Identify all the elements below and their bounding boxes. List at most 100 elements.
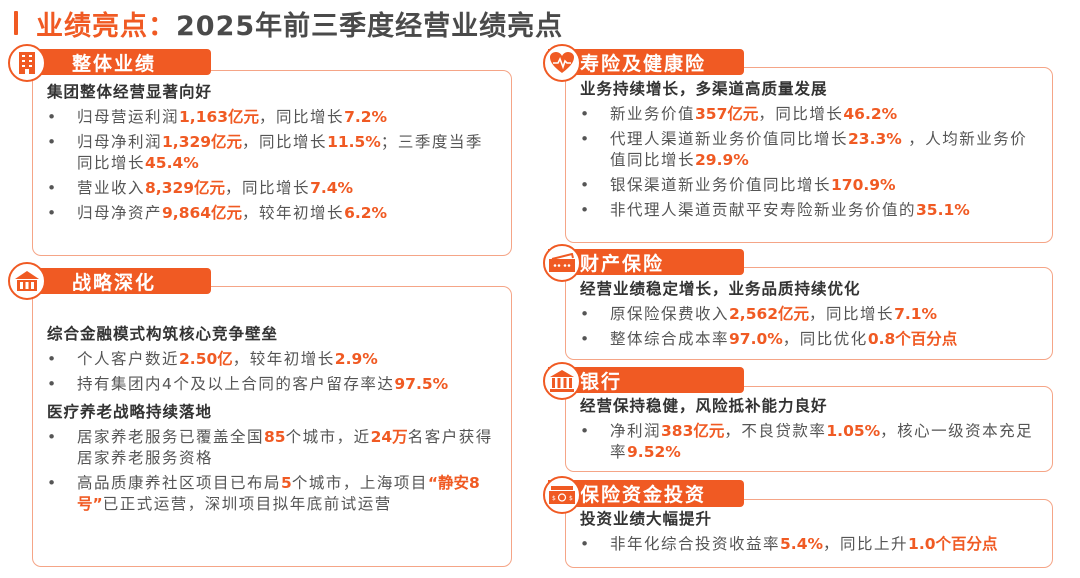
highlight-value: 29.9% — [695, 151, 749, 169]
building-icon — [8, 44, 46, 82]
highlight-value: “静安8号” — [77, 474, 480, 513]
panel-subtitle: 经营业绩稳定增长，业务品质持续优化 — [580, 280, 861, 298]
panel-subtitle: 综合金融模式构筑核心竞争壁垒 — [47, 325, 279, 343]
bank-icon — [543, 362, 581, 400]
bullet-list: 净利润383亿元，不良贷款率1.05%，核心一级资本充足率9.52% — [580, 421, 1038, 463]
bullet-list: 原保险保费收入2,562亿元，同比增长7.1% 整体综合成本率97.0%，同比优化… — [580, 304, 1038, 350]
strategy-header: 战略深化 — [40, 268, 211, 294]
panel-subtitle: 投资业绩大幅提升 — [580, 510, 713, 528]
bullet-item: 归母净资产9,864亿元，较年初增长6.2% — [47, 203, 497, 224]
highlight-value: 5 — [281, 474, 292, 492]
page-title: 业绩亮点： 2025年前三季度经营业绩亮点 — [14, 6, 564, 42]
bullet-text: 居家养老服务已覆盖全国 — [77, 428, 265, 446]
bullet-text: 银保渠道新业务价值同比增长 — [610, 176, 832, 194]
money-stack-icon: $ $ — [543, 476, 581, 514]
bullet-item: 非年化综合投资收益率5.4%，同比上升1.0个百分点 — [580, 534, 1038, 555]
house-icon — [8, 262, 46, 300]
bullet-item: 个人客户数近2.50亿，较年初增长2.9% — [47, 349, 497, 370]
bullet-text: 非年化综合投资收益率 — [610, 535, 781, 553]
bullet-text: 名客户获得居家养老服务资格 — [77, 428, 493, 467]
bullet-text: ，同比增长 — [259, 108, 345, 126]
bullet-text: ，同比上升 — [823, 535, 909, 553]
bullet-text: ，同比增长 — [225, 179, 311, 197]
bullet-item: 非代理人渠道贡献平安寿险新业务价值的35.1% — [580, 200, 1038, 221]
bullet-text: 净利润 — [610, 422, 662, 440]
svg-text:$: $ — [552, 495, 556, 502]
panel-subtitle: 医疗养老战略持续落地 — [47, 403, 213, 421]
bullet-text: 个城市，近 — [285, 428, 371, 446]
bullet-text: ，同比增长 — [809, 305, 895, 323]
bullet-text: ，人均新业务价值同比增长 — [610, 130, 1028, 169]
highlight-value: 35.1% — [916, 201, 970, 219]
overall-header: 整体业绩 — [40, 49, 211, 75]
bullet-text: 持有集团内4个及以上合同的客户留存率达 — [77, 375, 395, 393]
overall-panel: 集团整体经营显著向好归母营运利润1,163亿元，同比增长7.2% 归母净利润1,3… — [32, 70, 512, 256]
highlight-value: 357亿元 — [695, 105, 759, 123]
highlight-value: 7.4% — [310, 179, 354, 197]
bullet-item: 归母营运利润1,163亿元，同比增长7.2% — [47, 107, 497, 128]
bullet-text: 个人客户数近 — [77, 350, 180, 368]
highlight-value: 170.9% — [831, 176, 896, 194]
bullet-text: 营业收入 — [77, 179, 146, 197]
bullet-text: ，核心一级资本充足率 — [610, 422, 1034, 461]
panel-subtitle: 经营保持稳健，风险抵补能力良好 — [580, 397, 828, 415]
highlight-value: 0.8个百分点 — [867, 330, 958, 348]
bullet-item: 银保渠道新业务价值同比增长170.9% — [580, 175, 1038, 196]
highlight-value: 1.05% — [826, 422, 881, 440]
panel-subtitle: 集团整体经营显著向好 — [47, 83, 213, 101]
banknote-icon — [543, 244, 581, 282]
highlight-value: 7.2% — [344, 108, 388, 126]
bullet-text: ，同比增长 — [242, 133, 328, 151]
bullet-item: 持有集团内4个及以上合同的客户留存率达97.5% — [47, 374, 497, 395]
bullet-item: 归母净利润1,329亿元，同比增长11.5%；三季度当季同比增长45.4% — [47, 132, 497, 174]
bullet-text: ；三季度当季同比增长 — [77, 133, 483, 172]
title-accent: 业绩亮点： — [36, 10, 176, 42]
bullet-text: 个城市，上海项目 — [291, 474, 428, 492]
bullet-text: 新业务价值 — [610, 105, 696, 123]
highlight-value: 2,562亿元 — [729, 305, 810, 323]
highlight-value: 6.2% — [344, 204, 388, 222]
bullet-text: 已正式运营，深圳项目拟年底前试运营 — [102, 495, 392, 513]
bullet-list: 居家养老服务已覆盖全国85个城市，近24万名客户获得居家养老服务资格高品质康养社… — [47, 427, 497, 515]
bullet-item: 营业收入8,329亿元，同比增长7.4% — [47, 178, 497, 199]
highlight-value: 9.52% — [627, 443, 681, 461]
strategy-panel: 综合金融模式构筑核心竞争壁垒个人客户数近2.50亿，较年初增长2.9% 持有集团内… — [32, 286, 512, 567]
bank-panel: 经营保持稳健，风险抵补能力良好净利润383亿元，不良贷款率1.05%，核心一级资… — [565, 386, 1053, 472]
highlight-value: 46.2% — [843, 105, 898, 123]
life-panel: 业务持续增长，多渠道高质量发展新业务价值357亿元，同比增长46.2% 代理人渠道… — [565, 67, 1053, 243]
highlight-value: 2.50亿 — [179, 350, 233, 368]
highlight-value: 45.4% — [145, 154, 199, 172]
bullet-item: 居家养老服务已覆盖全国85个城市，近24万名客户获得居家养老服务资格 — [47, 427, 497, 469]
bullet-item: 新业务价值357亿元，同比增长46.2% — [580, 104, 1038, 125]
bullet-item: 净利润383亿元，不良贷款率1.05%，核心一级资本充足率9.52% — [580, 421, 1038, 463]
highlight-value: 1.0个百分点 — [908, 535, 998, 553]
property-panel: 经营业绩稳定增长，业务品质持续优化原保险保费收入2,562亿元，同比增长7.1%… — [565, 267, 1053, 360]
highlight-value: 97.0% — [729, 330, 783, 348]
invest-panel: 投资业绩大幅提升非年化综合投资收益率5.4%，同比上升1.0个百分点 — [565, 499, 1053, 568]
life-header: 寿险及健康险 — [548, 49, 744, 75]
bullet-text: ，同比增长 — [758, 105, 844, 123]
bullet-text: 原保险保费收入 — [610, 305, 730, 323]
title-accent-bar — [14, 11, 18, 35]
bullet-text: 归母净资产 — [77, 204, 163, 222]
bullet-text: 代理人渠道新业务价值同比增长 — [610, 130, 849, 148]
bullet-text: 归母营运利润 — [77, 108, 180, 126]
highlight-value: 9,864亿元 — [162, 204, 243, 222]
highlight-value: 24万 — [370, 428, 408, 446]
title-main: 2025年前三季度经营业绩亮点 — [176, 10, 564, 42]
bullet-text: ，较年初增长 — [232, 350, 335, 368]
highlight-value: 85 — [264, 428, 286, 446]
highlight-value: 2.9% — [334, 350, 378, 368]
bullet-text: ，较年初增长 — [242, 204, 345, 222]
heart-pulse-icon — [543, 44, 581, 82]
bullet-list: 个人客户数近2.50亿，较年初增长2.9% 持有集团内4个及以上合同的客户留存率达… — [47, 349, 497, 395]
svg-text:$: $ — [569, 495, 573, 502]
bullet-text: 高品质康养社区项目已布局 — [77, 474, 282, 492]
bullet-list: 归母营运利润1,163亿元，同比增长7.2% 归母净利润1,329亿元，同比增长1… — [47, 107, 497, 224]
bullet-item: 代理人渠道新业务价值同比增长23.3% ，人均新业务价值同比增长29.9% — [580, 129, 1038, 171]
highlight-value: 1,329亿元 — [162, 133, 243, 151]
bullet-item: 原保险保费收入2,562亿元，同比增长7.1% — [580, 304, 1038, 325]
bullet-text: 非代理人渠道贡献平安寿险新业务价值的 — [610, 201, 917, 219]
highlight-value: 5.4% — [780, 535, 824, 553]
highlight-value: 7.1% — [894, 305, 938, 323]
